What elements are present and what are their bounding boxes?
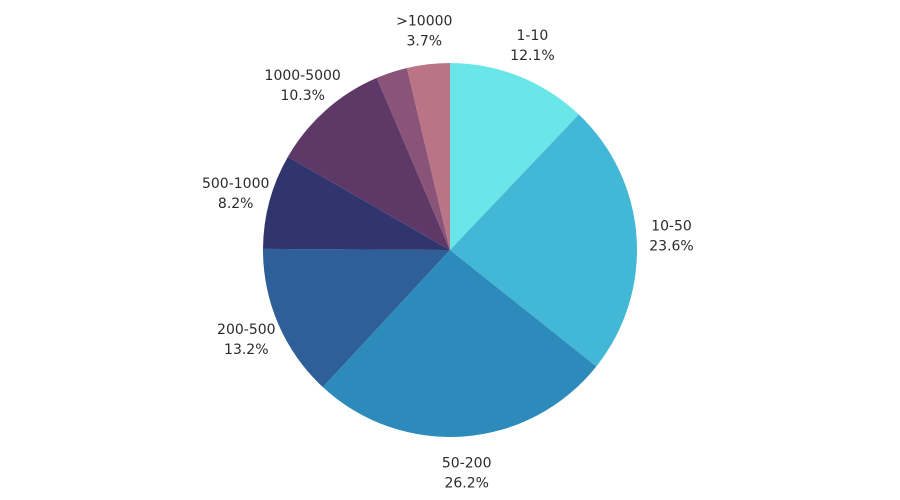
pie-slice-6 — [376, 68, 450, 250]
slice-category-3: 200-500 — [217, 322, 276, 338]
slice-percent-2: 26.2% — [444, 475, 488, 491]
slice-label-2: 50-200 26.2% — [442, 455, 492, 491]
slice-category-7: >10000 — [396, 14, 452, 30]
pie-slice-7 — [406, 63, 450, 250]
slice-category-2: 50-200 — [442, 455, 492, 471]
slice-label-1: 10-50 23.6% — [649, 219, 693, 255]
pie-slice-5 — [287, 77, 450, 250]
pie-slice-0 — [450, 63, 579, 250]
slice-label-3: 200-500 13.2% — [217, 322, 276, 358]
slice-percent-4: 8.2% — [218, 196, 254, 212]
slice-category-0: 1-10 — [517, 28, 549, 44]
slice-category-5: 1000-5000 — [265, 68, 341, 84]
slice-label-4: 500-1000 8.2% — [202, 176, 269, 212]
pie-slices — [262, 63, 637, 438]
slice-category-4: 500-1000 — [202, 176, 269, 192]
slice-label-7: >10000 3.7% — [396, 14, 452, 50]
slice-percent-1: 23.6% — [649, 239, 693, 255]
slice-label-5: 1000-5000 10.3% — [265, 68, 341, 104]
slice-percent-5: 10.3% — [280, 88, 324, 104]
slice-percent-7: 3.7% — [407, 34, 443, 50]
slice-percent-0: 12.1% — [510, 48, 554, 64]
pie-slice-1 — [450, 114, 637, 367]
pie-labels: 1-10 12.1% 10-50 23.6% 50-200 26.2% 200-500 13.… — [202, 14, 694, 492]
slice-label-0: 1-10 12.1% — [510, 28, 554, 64]
pie-slice-4 — [263, 156, 450, 250]
pie-slice-2 — [322, 250, 597, 438]
slice-percent-3: 13.2% — [224, 342, 268, 358]
slice-category-1: 10-50 — [651, 219, 692, 235]
pie-slice-3 — [262, 248, 450, 388]
